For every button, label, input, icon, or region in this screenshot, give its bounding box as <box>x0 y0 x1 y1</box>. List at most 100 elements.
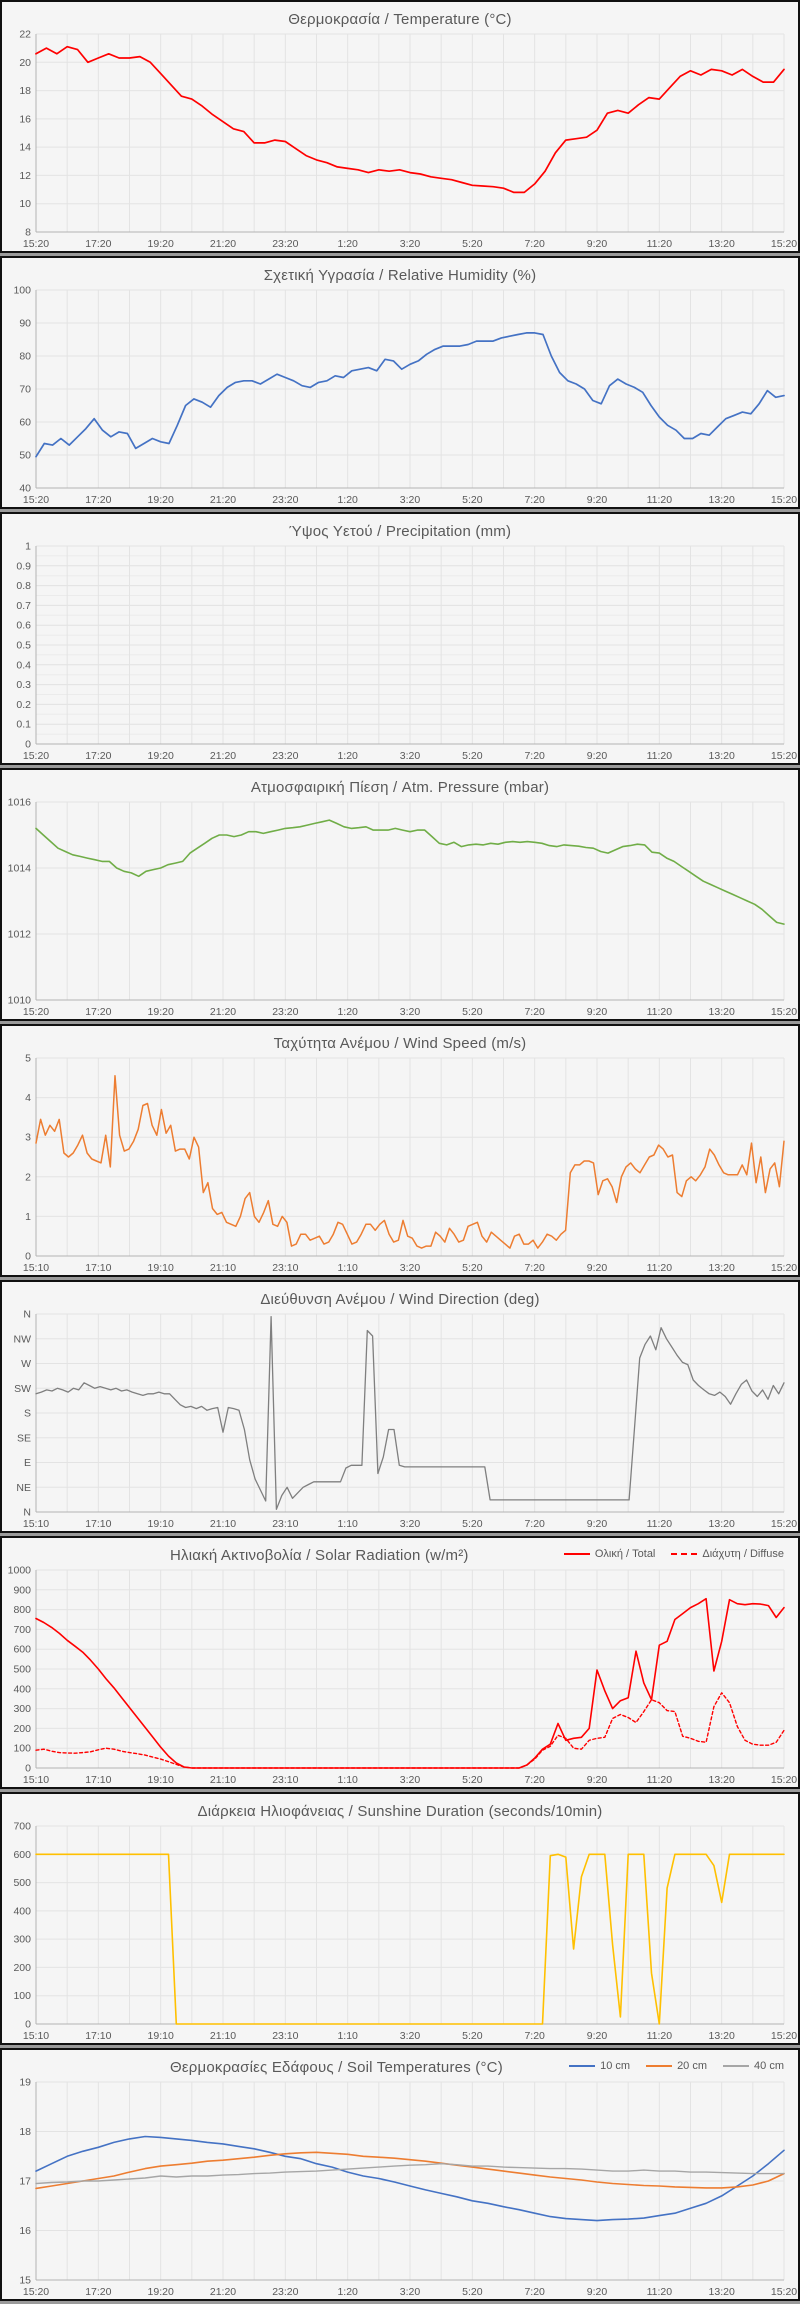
svg-text:400: 400 <box>13 1683 31 1695</box>
svg-text:13:20: 13:20 <box>709 2286 735 2298</box>
svg-text:15:20: 15:20 <box>771 1006 797 1018</box>
svg-text:18: 18 <box>19 85 31 97</box>
svg-text:20: 20 <box>19 57 31 69</box>
svg-text:15:10: 15:10 <box>23 1262 49 1274</box>
svg-text:200: 200 <box>13 1962 31 1974</box>
svg-text:21:20: 21:20 <box>210 494 236 506</box>
svg-text:13:20: 13:20 <box>709 750 735 762</box>
svg-text:0: 0 <box>25 1763 31 1775</box>
temperature-chart-plot: 8 10 12 14 16 18 20 22 15:20 17:20 19:20 21:20 23:20… <box>19 29 797 251</box>
svg-text:0.6: 0.6 <box>16 620 31 632</box>
svg-text:40: 40 <box>19 483 31 495</box>
wind-direction-chart-title: Διεύθυνση Ανέμου / Wind Direction (deg) <box>260 1291 540 1308</box>
precipitation-chart-title-row: Ύψος Υετού / Precipitation (mm) <box>2 514 798 540</box>
svg-text:17:20: 17:20 <box>85 2286 111 2298</box>
svg-text:19:10: 19:10 <box>148 2030 174 2042</box>
gridlines <box>35 801 785 1001</box>
svg-text:19: 19 <box>19 2077 31 2089</box>
svg-text:1016: 1016 <box>8 797 32 809</box>
svg-text:13:20: 13:20 <box>709 1006 735 1018</box>
svg-text:500: 500 <box>13 1877 31 1889</box>
solar-radiation-legend: Ολική / Total Διάχυτη / Diffuse <box>563 1548 784 1560</box>
svg-text:19:20: 19:20 <box>148 494 174 506</box>
svg-text:21:10: 21:10 <box>210 1262 236 1274</box>
svg-text:3:20: 3:20 <box>400 2030 421 2042</box>
svg-text:7:20: 7:20 <box>524 2030 545 2042</box>
svg-text:0.4: 0.4 <box>16 659 31 671</box>
svg-text:NW: NW <box>14 1333 32 1345</box>
svg-text:11:20: 11:20 <box>647 1518 673 1530</box>
svg-text:15:10: 15:10 <box>23 1518 49 1530</box>
svg-text:5: 5 <box>25 1053 31 1065</box>
svg-text:23:10: 23:10 <box>272 1774 298 1786</box>
gridlines <box>35 1569 785 1769</box>
svg-text:0: 0 <box>25 1251 31 1263</box>
svg-text:E: E <box>24 1457 31 1469</box>
svg-text:0.9: 0.9 <box>16 560 31 572</box>
series-line-0 <box>35 1853 785 2025</box>
svg-text:SW: SW <box>14 1383 31 1395</box>
svg-text:16: 16 <box>19 113 31 125</box>
svg-text:7:20: 7:20 <box>524 750 545 762</box>
precipitation-chart-title: Ύψος Υετού / Precipitation (mm) <box>288 523 512 540</box>
svg-text:5:20: 5:20 <box>462 1262 483 1274</box>
svg-text:17:20: 17:20 <box>85 494 111 506</box>
humidity-chart-plot: 40 50 60 70 80 90 100 15:20 17:20 19:20 21:20 23:20… <box>13 285 797 507</box>
svg-text:700: 700 <box>13 1624 31 1636</box>
svg-text:15:20: 15:20 <box>23 494 49 506</box>
svg-text:17: 17 <box>19 2176 31 2188</box>
pressure-chart-panel: Ατμοσφαιρική Πίεση / Atm. Pressure (mbar… <box>0 768 800 1021</box>
x-axis-labels: 15:10 17:10 19:10 21:10 23:10 1:10 3:20 5:20 7:2… <box>23 1262 797 1274</box>
svg-text:12: 12 <box>19 170 31 182</box>
svg-text:19:20: 19:20 <box>148 750 174 762</box>
soil-10cm-line-swatch-icon <box>569 2065 596 2067</box>
svg-text:11:20: 11:20 <box>647 750 673 762</box>
series-line-0 <box>35 2135 785 2222</box>
svg-text:21:20: 21:20 <box>210 1006 236 1018</box>
solar-radiation-chart-title-row: Ηλιακή Ακτινοβολία / Solar Radiation (w/… <box>2 1538 798 1564</box>
svg-text:80: 80 <box>19 351 31 363</box>
axis-lines <box>35 1058 784 1257</box>
svg-text:7:20: 7:20 <box>524 1006 545 1018</box>
svg-text:3:20: 3:20 <box>400 1262 421 1274</box>
svg-text:1012: 1012 <box>8 929 32 941</box>
svg-text:17:10: 17:10 <box>85 2030 111 2042</box>
svg-text:1:20: 1:20 <box>337 494 358 506</box>
svg-text:23:20: 23:20 <box>272 750 298 762</box>
svg-text:9:20: 9:20 <box>587 2286 608 2298</box>
y-axis-labels: 40 50 60 70 80 90 100 <box>13 285 31 495</box>
legend-item-20cm: 20 cm <box>646 2060 707 2072</box>
gridlines <box>35 2081 785 2281</box>
svg-text:S: S <box>24 1408 31 1420</box>
legend-label-total: Ολική / Total <box>594 1548 656 1560</box>
diffuse-line-swatch-icon <box>671 1553 698 1555</box>
x-axis-labels: 15:20 17:20 19:20 21:20 23:20 1:20 3:20 5:20 7:2… <box>23 750 797 762</box>
sunshine-duration-chart-title-row: Διάρκεια Ηλιοφάνειας / Sunshine Duration… <box>2 1794 798 1820</box>
pressure-chart-title: Ατμοσφαιρική Πίεση / Atm. Pressure (mbar… <box>250 779 550 796</box>
svg-text:3:20: 3:20 <box>400 238 421 250</box>
legend-item-40cm: 40 cm <box>723 2060 784 2072</box>
svg-text:600: 600 <box>13 1849 31 1861</box>
svg-text:3: 3 <box>25 1132 31 1144</box>
series-line-0 <box>35 1316 785 1510</box>
svg-text:21:20: 21:20 <box>210 750 236 762</box>
series-line-0 <box>35 332 785 458</box>
series-line-1 <box>35 1692 785 1769</box>
svg-text:0.3: 0.3 <box>16 679 31 691</box>
gridlines <box>35 545 785 745</box>
pressure-chart-title-row: Ατμοσφαιρική Πίεση / Atm. Pressure (mbar… <box>2 770 798 796</box>
svg-text:1:10: 1:10 <box>337 1518 358 1530</box>
svg-text:1:20: 1:20 <box>337 750 358 762</box>
y-axis-labels: 8 10 12 14 16 18 20 22 <box>19 29 31 239</box>
wind-direction-chart-panel: Διεύθυνση Ανέμου / Wind Direction (deg) … <box>0 1280 800 1533</box>
svg-text:5:20: 5:20 <box>462 2030 483 2042</box>
svg-text:15:20: 15:20 <box>23 1006 49 1018</box>
svg-text:21:10: 21:10 <box>210 1774 236 1786</box>
y-axis-labels: 0 0.1 0.2 0.3 0.4 0.5 0.6 0.7 0.8 0.9 1 <box>16 541 31 751</box>
x-axis-labels: 15:10 17:10 19:10 21:10 23:10 1:10 3:20 5:20 7:2… <box>23 2030 797 2042</box>
svg-text:7:20: 7:20 <box>524 1518 545 1530</box>
svg-text:1:20: 1:20 <box>337 2286 358 2298</box>
svg-text:7:20: 7:20 <box>524 238 545 250</box>
svg-text:100: 100 <box>13 1743 31 1755</box>
